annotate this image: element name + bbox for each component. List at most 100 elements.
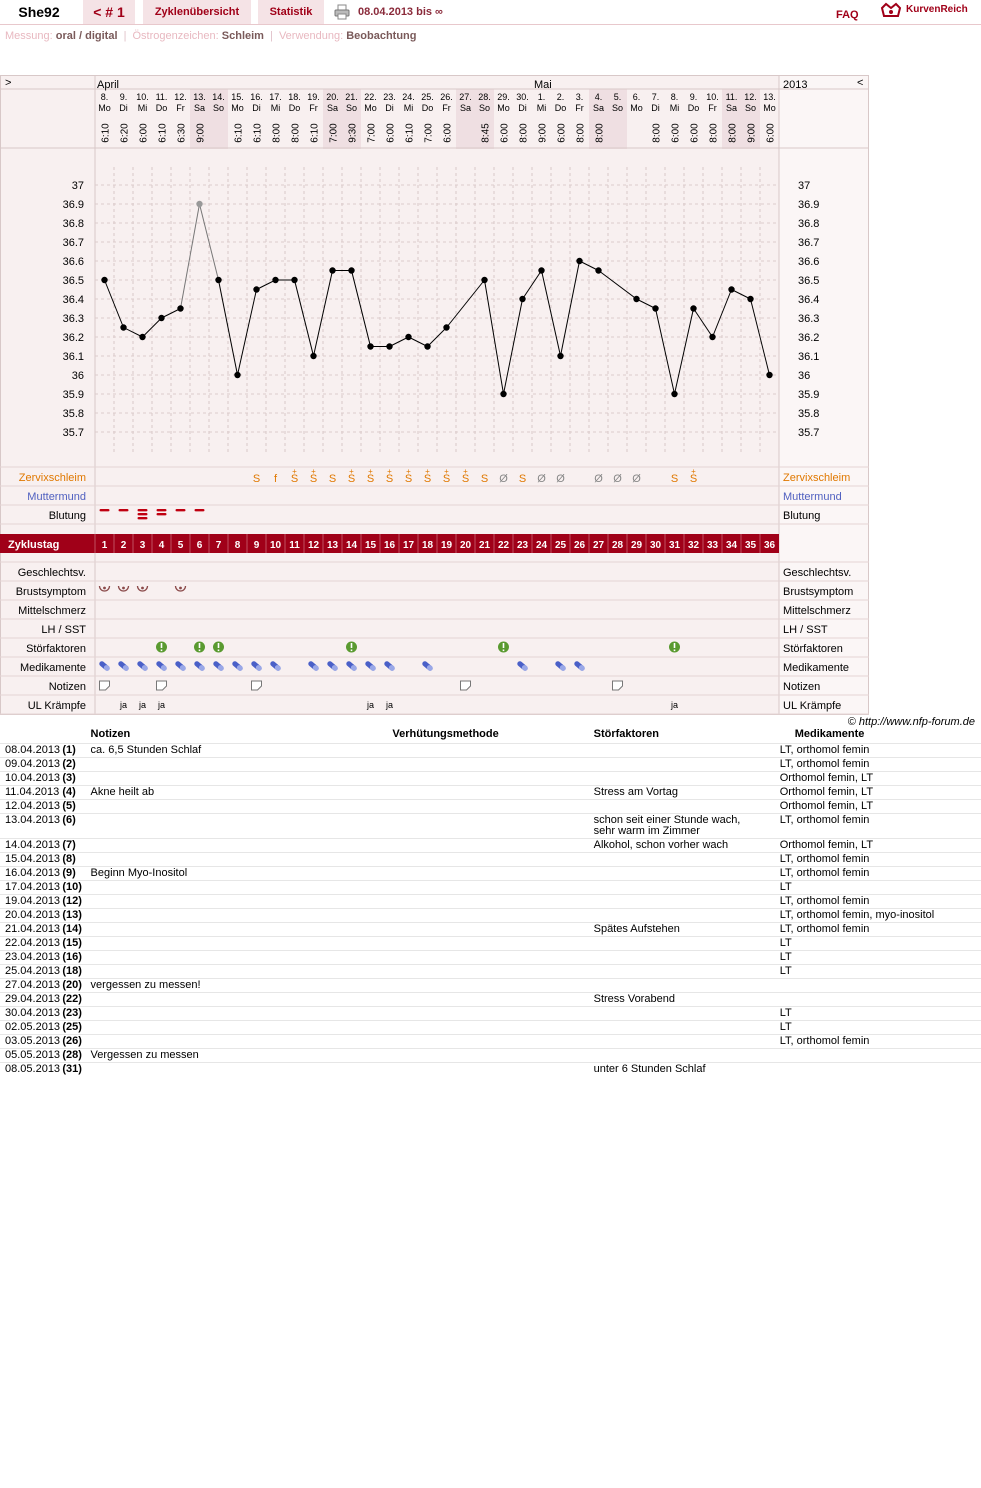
note-icon[interactable] [156,680,167,691]
temperature-point[interactable] [367,343,374,350]
temperature-point[interactable] [747,295,754,303]
cycle-selector-tab[interactable]: < # 1 [83,0,135,24]
temperature-point[interactable] [424,343,431,350]
temperature-point[interactable] [272,276,279,284]
username-tab[interactable]: She92 [0,0,78,24]
temperature-point[interactable] [576,257,583,265]
note-disturbance [593,1019,780,1034]
copyright-text: © http://www.nfp-forum.de [847,716,975,728]
day-number-label: 9. [690,92,698,102]
temperature-point[interactable] [481,276,488,284]
day-number-label: 25. [421,92,434,102]
notes-table-body: 08.04.2013 (1) ca. 6,5 Stunden Schlaf LT, o… [0,742,981,1076]
temperature-point[interactable] [139,333,146,341]
note-icon[interactable] [99,680,110,691]
temperature-point[interactable] [690,305,697,312]
note-cycle-day: (10) [62,879,91,894]
cycle-day-number: 23 [517,540,529,551]
temperature-point[interactable] [538,267,545,274]
temperature-point[interactable] [595,267,602,274]
temperature-point[interactable] [196,200,203,208]
day-number-label: 22. [364,92,377,102]
cycle-day-number: 36 [764,540,776,551]
kurvenreich-logo-icon[interactable] [880,2,902,20]
table-row: 21.04.2013 (14) Spätes Aufstehen LT, orthom… [0,921,981,936]
temperature-point[interactable] [652,305,659,312]
note-disturbance: Stress Vorabend [593,991,780,1006]
kurvenreich-logo-text[interactable]: KurvenReich [906,4,968,15]
bleeding-mark [175,509,186,512]
y-tick-label-left: 36.8 [63,218,84,230]
temperature-point[interactable] [519,295,526,303]
breast-symptom-icon [117,585,130,592]
temperature-point[interactable] [671,390,678,398]
temperature-point[interactable] [348,267,355,274]
temperature-point[interactable] [766,371,773,379]
notes-header-day [62,727,90,743]
temperature-line-segment [199,203,219,281]
note-icon[interactable] [460,680,471,691]
note-cycle-day: (13) [62,907,91,922]
temperature-line-segment [503,298,523,395]
day-number-label: 28. [478,92,491,102]
temperature-point[interactable] [728,286,735,293]
note-medication: LT, orthomol femin [779,851,981,866]
temperature-point[interactable] [386,343,393,350]
day-number-label: 7. [652,92,660,102]
note-date: 09.04.2013 [0,756,63,771]
temperature-point[interactable] [158,314,165,322]
temperature-point[interactable] [310,352,317,360]
note-date: 22.04.2013 [0,935,63,950]
note-contraception [392,865,594,880]
prev-cycle-button[interactable]: > [5,77,11,89]
measurement-time-label: 9:30 [348,123,359,143]
temperature-point[interactable] [633,295,640,303]
temperature-point[interactable] [101,276,108,284]
note-cycle-day: (15) [62,935,91,950]
measurement-time-label: 9:00 [538,123,549,143]
next-cycle-button[interactable]: < [857,77,863,89]
note-text [90,935,393,950]
measurement-time-label: 6:10 [253,123,264,143]
y-tick-label-right: 37 [798,180,810,192]
oestrogen-label: Östrogenzeichen: [132,30,219,42]
measurement-time-label: 8:00 [291,123,302,143]
temperature-point[interactable] [329,267,336,274]
cycle-day-number: 21 [479,540,491,551]
day-number-label: 13. [763,92,776,102]
temperature-point[interactable] [120,324,127,331]
row-label-right-lh: LH / SST [783,624,828,636]
faq-link[interactable]: FAQ [836,9,859,21]
temperature-point[interactable] [291,276,298,284]
tab-cycle-overview[interactable]: Zyklenübersicht [143,0,251,24]
temperature-point[interactable] [405,333,412,341]
temperature-point[interactable] [253,286,260,293]
day-number-label: 2. [557,92,565,102]
note-contraception [392,935,594,950]
disturbance-icon [156,641,167,653]
day-number-label: 1. [538,92,546,102]
note-disturbance [593,770,780,785]
note-contraception [392,742,594,757]
weekday-label: Do [555,103,567,113]
table-row: 23.04.2013 (16) LT [0,949,981,964]
cycle-day-number: 12 [308,540,320,551]
temperature-point[interactable] [709,333,716,341]
day-number-label: 10. [706,92,719,102]
temperature-point[interactable] [177,305,184,312]
temperature-point[interactable] [443,324,450,331]
y-tick-label-right: 35.8 [798,408,819,420]
temperature-point[interactable] [215,276,222,284]
printer-icon[interactable] [334,4,350,20]
note-icon[interactable] [612,680,623,691]
y-tick-label-right: 36.8 [798,218,819,230]
temperature-point[interactable] [500,390,507,398]
note-icon[interactable] [251,680,262,691]
cycle-day-number: 3 [140,540,146,551]
note-date: 08.05.2013 [0,1061,63,1076]
note-disturbance: Alkohol, schon vorher wach [593,837,780,852]
tab-statistics[interactable]: Statistik [258,0,324,24]
temperature-point[interactable] [234,371,241,379]
row-label-right-stoer: Störfaktoren [783,643,843,655]
temperature-point[interactable] [557,352,564,360]
